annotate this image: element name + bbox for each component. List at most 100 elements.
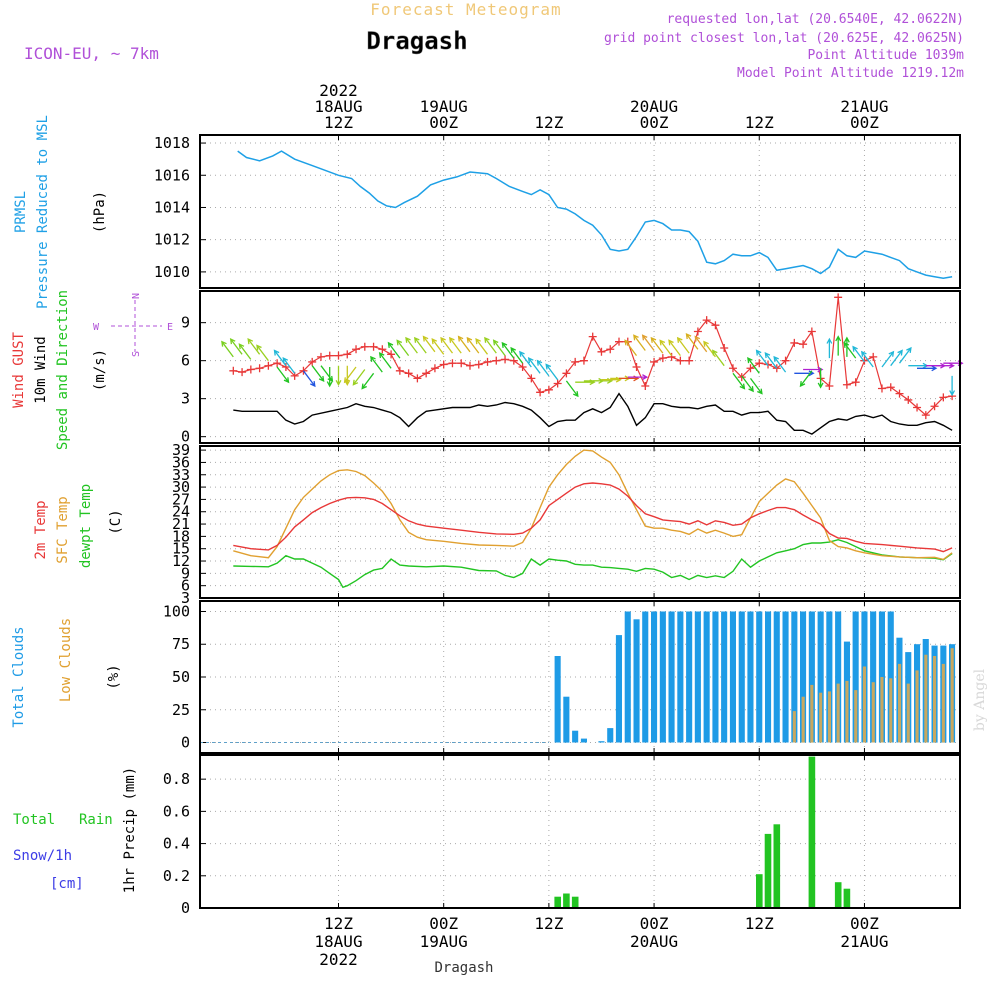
low-cloud-bar (792, 711, 796, 743)
total-cloud-bar (791, 611, 798, 743)
gust-marker (667, 352, 676, 361)
gust-marker (369, 342, 378, 351)
gust-marker (685, 356, 694, 365)
location-title: Dragash (366, 27, 467, 55)
wind-arrow (843, 341, 857, 359)
gust-marker (781, 356, 790, 365)
pressure-labels: PRMSL Pressure Reduced to MSL (hPa) (13, 115, 108, 309)
y-tick-label: 0.6 (163, 802, 190, 820)
precip-unit: 1hr Precip (mm) (122, 767, 138, 893)
wind-arrow (221, 340, 234, 358)
gust-marker (807, 327, 816, 336)
wind-arrow (229, 338, 243, 355)
pressure-label-prmsl: PRMSL (13, 191, 29, 233)
gust-marker (483, 357, 492, 366)
gust-marker (825, 382, 834, 390)
gust-marker (588, 332, 597, 341)
total-cloud-bar (554, 656, 561, 743)
gust-marker (422, 369, 431, 378)
requested-coords: requested lon,lat (20.6540E, 42.0622N) (667, 12, 964, 27)
wind-arrow (247, 338, 261, 355)
total-cloud-bar (852, 611, 859, 743)
wind-arrow (396, 339, 410, 356)
watermark: by Angel (972, 668, 988, 731)
total-cloud-bar (607, 728, 614, 743)
cloud-label-low: Low Clouds (58, 618, 74, 702)
precip-bar (554, 896, 561, 908)
panel-frame (199, 600, 961, 754)
y-tick-label: 1016 (154, 166, 190, 184)
gust-marker (316, 352, 325, 361)
wind-arrow (527, 357, 541, 374)
precip-bar (834, 882, 842, 908)
wind-labels: Wind GUST 10m Wind Speed and Direction (… (11, 290, 173, 450)
low-cloud-bar (836, 683, 840, 743)
low-cloud-bar (810, 684, 814, 743)
gust-marker (615, 337, 624, 346)
y-tick-label: 25 (172, 701, 190, 719)
wind-arrow (650, 336, 664, 354)
precip-bar (843, 888, 851, 908)
top-time-label: 19AUG (420, 97, 468, 116)
low-cloud-bar (933, 656, 937, 743)
model-altitude: Model Point Altitude 1219.12m (737, 66, 964, 81)
y-tick-label: 27 (172, 490, 190, 508)
total-cloud-bar (651, 611, 658, 743)
total-cloud-bar (817, 611, 824, 743)
y-tick-label: 18 (172, 527, 190, 545)
y-tick-label: 0.2 (163, 867, 190, 885)
wind-arrow (711, 349, 725, 367)
total-cloud-bar (642, 611, 649, 743)
wind-arrow (749, 378, 763, 395)
wind-arrow (457, 335, 471, 353)
low-cloud-bar (801, 696, 805, 743)
gust-marker (606, 345, 615, 354)
wind-arrow (405, 336, 418, 354)
top-time-label: 21AUG (840, 97, 888, 116)
wind-arrow (659, 339, 673, 356)
low-cloud-bar (871, 682, 875, 743)
gust-marker (395, 366, 404, 375)
y-tick-label: 9 (181, 314, 190, 332)
gust-marker (448, 359, 457, 368)
temp-label-sfc: SFC Temp (55, 496, 71, 563)
model-label: ICON-EU, ~ 7km (24, 44, 159, 63)
total-cloud-bar (765, 611, 772, 743)
wind-arrow (641, 334, 655, 351)
wind-arrow (732, 372, 746, 390)
wind-arrow (676, 336, 690, 354)
y-tick-label: 1014 (154, 198, 190, 216)
y-tick-label: 30 (172, 478, 190, 496)
wind-arrow (335, 365, 342, 387)
y-tick-label: 9 (181, 564, 190, 582)
gust-marker (790, 338, 799, 347)
gust-marker (264, 361, 273, 370)
gust-marker (238, 368, 247, 377)
gust-marker (562, 369, 571, 378)
wind-arrow (627, 374, 649, 381)
total-cloud-bar (835, 611, 842, 743)
gust-marker (474, 360, 483, 369)
gust-marker (632, 363, 641, 371)
panel-frame (199, 445, 961, 599)
top-time-label: 12Z (534, 113, 563, 132)
bottom-time-label: 00Z (850, 914, 879, 933)
low-cloud-bar (827, 691, 831, 743)
gust-marker (711, 321, 720, 330)
wind-arrow (475, 338, 489, 355)
wind-arrow (311, 365, 325, 382)
y-tick-label: 1012 (154, 231, 190, 249)
dewpt-line (233, 538, 953, 589)
total-cloud-bar (826, 611, 833, 743)
precip-bar (764, 833, 772, 908)
gust-marker (834, 293, 843, 302)
gust-marker (439, 360, 448, 369)
wind-arrow (448, 336, 462, 354)
wind-arrow (273, 349, 287, 367)
wind-arrow (817, 368, 824, 389)
y-tick-label: 39 (172, 441, 190, 459)
gust-marker (597, 347, 606, 356)
pressure-panel: 1010 1012 1014 1016 1018 (154, 134, 961, 289)
precip-label-cm: [cm] (50, 876, 84, 892)
